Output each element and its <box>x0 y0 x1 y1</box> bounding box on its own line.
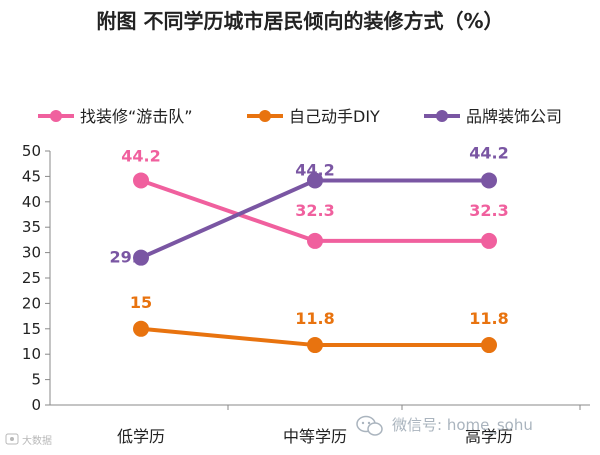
watermark: 微信号: home_sohu 大数据 <box>5 415 533 447</box>
data-point <box>133 249 149 266</box>
legend-label: 品牌装饰公司 <box>466 107 562 126</box>
series-points <box>133 172 497 354</box>
data-label: 44.2 <box>121 146 160 165</box>
data-label: 11.8 <box>469 309 508 328</box>
data-label: 29.0 <box>110 248 149 267</box>
y-tick-label: 15 <box>22 320 41 338</box>
y-tick-label: 0 <box>31 396 41 414</box>
watermark-corner-text: 大数据 <box>22 434 52 447</box>
data-point <box>307 232 323 249</box>
y-tick-label: 50 <box>22 142 41 160</box>
legend-marker <box>50 110 62 122</box>
sohu-logo-icon <box>5 433 19 445</box>
data-point <box>133 172 149 189</box>
data-point <box>307 337 323 354</box>
x-tick-label: 中等学历 <box>283 427 347 446</box>
data-point <box>307 172 323 189</box>
data-point <box>481 172 497 189</box>
data-label: 44.2 <box>295 160 334 179</box>
axes: 0 5 10 15 20 25 30 35 40 45 50 低学历 中等学历 高学历 <box>22 142 590 446</box>
y-tick-label: 40 <box>22 193 41 211</box>
y-tick-label: 45 <box>22 167 41 185</box>
data-label: 32.3 <box>469 201 508 220</box>
data-label: 32.3 <box>295 201 334 220</box>
y-tick-label: 20 <box>22 294 41 312</box>
data-point <box>133 320 149 337</box>
legend-label: 自己动手DIY <box>289 107 380 126</box>
data-label: 11.8 <box>295 309 334 328</box>
legend-marker <box>259 110 271 122</box>
y-tick-label: 35 <box>22 218 41 236</box>
legend-marker <box>436 110 448 122</box>
y-tick-label: 25 <box>22 269 41 287</box>
chart-title: 附图 不同学历城市居民倾向的装修方式（%） <box>96 9 503 33</box>
y-tick-label: 30 <box>22 244 41 262</box>
x-tick-label: 高学历 <box>465 427 513 446</box>
data-label: 44.2 <box>469 143 508 162</box>
legend-label: 找装修“游击队” <box>80 107 193 126</box>
x-tick-label: 低学历 <box>117 427 165 446</box>
y-tick-label: 5 <box>31 371 41 389</box>
wechat-icon <box>356 415 383 436</box>
watermark-text: 微信号: home_sohu <box>392 416 533 435</box>
data-label: 15 <box>130 293 152 312</box>
legend: 找装修“游击队” 自己动手DIY 品牌装饰公司 <box>38 107 562 126</box>
data-labels: 44.2 32.3 32.3 15 11.8 11.8 29.0 44.2 44.2 <box>110 143 509 328</box>
y-tick-label: 10 <box>22 345 41 363</box>
data-point <box>481 337 497 354</box>
data-point <box>481 232 497 249</box>
